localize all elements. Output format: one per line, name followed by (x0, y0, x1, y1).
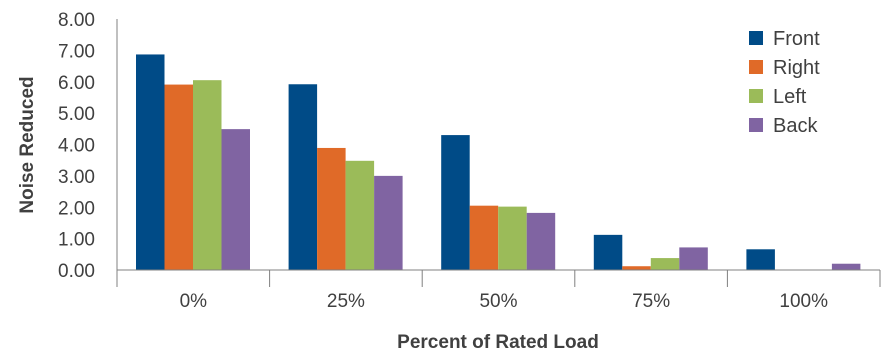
y-tick-label: 4.00 (58, 136, 95, 157)
bar-back-2 (526, 212, 556, 270)
y-tick-label: 2.00 (58, 198, 95, 219)
y-tick-label: 1.00 (58, 230, 95, 251)
bar-right-0 (164, 84, 193, 270)
x-axis-ticks: 0% 25% 50% 75% 100% (180, 291, 829, 312)
y-tick-label: 8.00 (58, 10, 95, 31)
bar-front-4 (746, 249, 775, 270)
bar-right-3 (622, 266, 651, 270)
legend-swatch-right (749, 60, 763, 74)
x-tick-label: 100% (779, 291, 828, 312)
bar-left-3 (650, 258, 680, 270)
legend-label-right: Right (773, 57, 820, 79)
bar-left-2 (498, 206, 527, 270)
axes (116, 19, 881, 287)
legend: Front Right Left Back (749, 28, 820, 137)
x-tick-label: 75% (632, 291, 670, 312)
x-tick-label: 50% (479, 291, 517, 312)
legend-label-left: Left (773, 86, 807, 108)
y-axis-title: Noise Reduced (17, 76, 38, 213)
bar-right-1 (317, 147, 346, 270)
bars (136, 54, 861, 271)
bar-left-0 (193, 80, 222, 271)
y-tick-label: 5.00 (58, 104, 95, 125)
y-axis-ticks: 0.00 1.00 2.00 3.00 4.00 5.00 6.00 7.00 8.00 (58, 10, 95, 282)
legend-label-back: Back (773, 115, 818, 137)
y-tick-label: 3.00 (58, 167, 95, 188)
bar-front-1 (288, 84, 318, 270)
bar-back-4 (831, 263, 861, 270)
bar-left-1 (345, 160, 375, 270)
bar-back-3 (679, 247, 708, 270)
bar-right-2 (469, 205, 499, 270)
y-tick-label: 0.00 (58, 261, 95, 282)
x-tick-label: 25% (327, 291, 365, 312)
legend-swatch-front (749, 31, 763, 45)
legend-label-front: Front (773, 28, 820, 50)
bar-front-2 (441, 135, 470, 270)
bar-front-0 (136, 54, 165, 270)
bar-front-3 (593, 234, 623, 270)
x-axis-title: Percent of Rated Load (397, 332, 599, 353)
legend-swatch-left (749, 89, 763, 103)
x-tick-label: 0% (180, 291, 208, 312)
y-tick-label: 7.00 (58, 41, 95, 62)
y-tick-label: 6.00 (58, 73, 95, 94)
bar-back-1 (374, 175, 403, 270)
legend-swatch-back (749, 118, 763, 132)
bar-back-0 (221, 129, 250, 270)
